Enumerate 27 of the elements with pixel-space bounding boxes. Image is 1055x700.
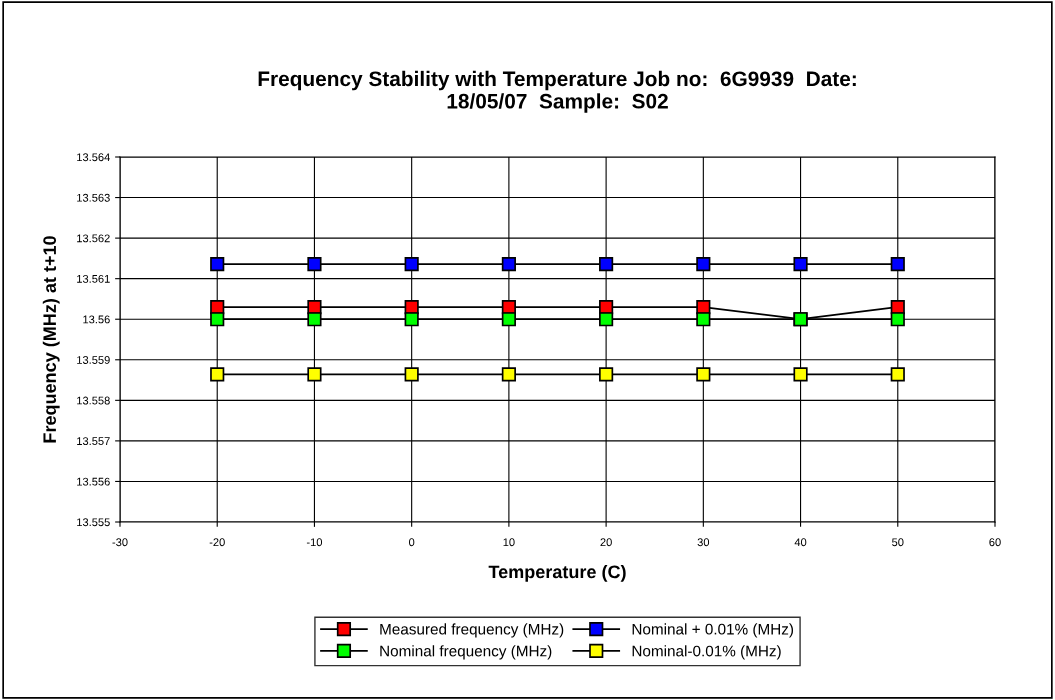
x-tick-label: -30: [112, 538, 128, 547]
x-tick-label: 50: [892, 538, 904, 547]
x-tick-label: 20: [600, 538, 612, 547]
y-tick-label: 13.564: [77, 153, 110, 162]
y-tick-label: 13.562: [77, 234, 110, 243]
legend-label: Nominal frequency (MHz): [380, 645, 552, 660]
x-tick-label: -20: [209, 538, 225, 547]
legend-label: Nominal + 0.01% (MHz): [632, 623, 794, 638]
y-tick-label: 13.563: [77, 193, 110, 202]
x-tick-label: 30: [697, 538, 710, 547]
y-axis-title: Frequency (MHz) at t+10: [42, 236, 60, 443]
x-tick-label: 40: [794, 538, 807, 547]
y-tick-label: 13.555: [77, 518, 110, 527]
y-tick-label: 13.561: [77, 274, 110, 283]
x-tick-label: -10: [306, 538, 323, 547]
legend-label: Measured frequency (MHz): [380, 623, 564, 638]
x-axis-title: Temperature (C): [488, 565, 626, 582]
x-tick-label: 0: [409, 538, 415, 547]
chart-title: Frequency Stability with Temperature Job no: 6G9939 Date: 18/05/07 Sample: S02: [258, 70, 856, 113]
x-tick-label: 60: [989, 538, 1001, 547]
y-tick-label: 13.556: [77, 477, 110, 486]
y-tick-label: 13.559: [77, 356, 110, 364]
x-tick-label: 10: [503, 538, 515, 547]
y-tick-label: 13.557: [77, 437, 110, 446]
y-tick-label: 13.558: [77, 396, 110, 405]
legend-label: Nominal-0.01% (MHz): [632, 645, 781, 660]
y-tick-label: 13.56: [83, 315, 110, 324]
